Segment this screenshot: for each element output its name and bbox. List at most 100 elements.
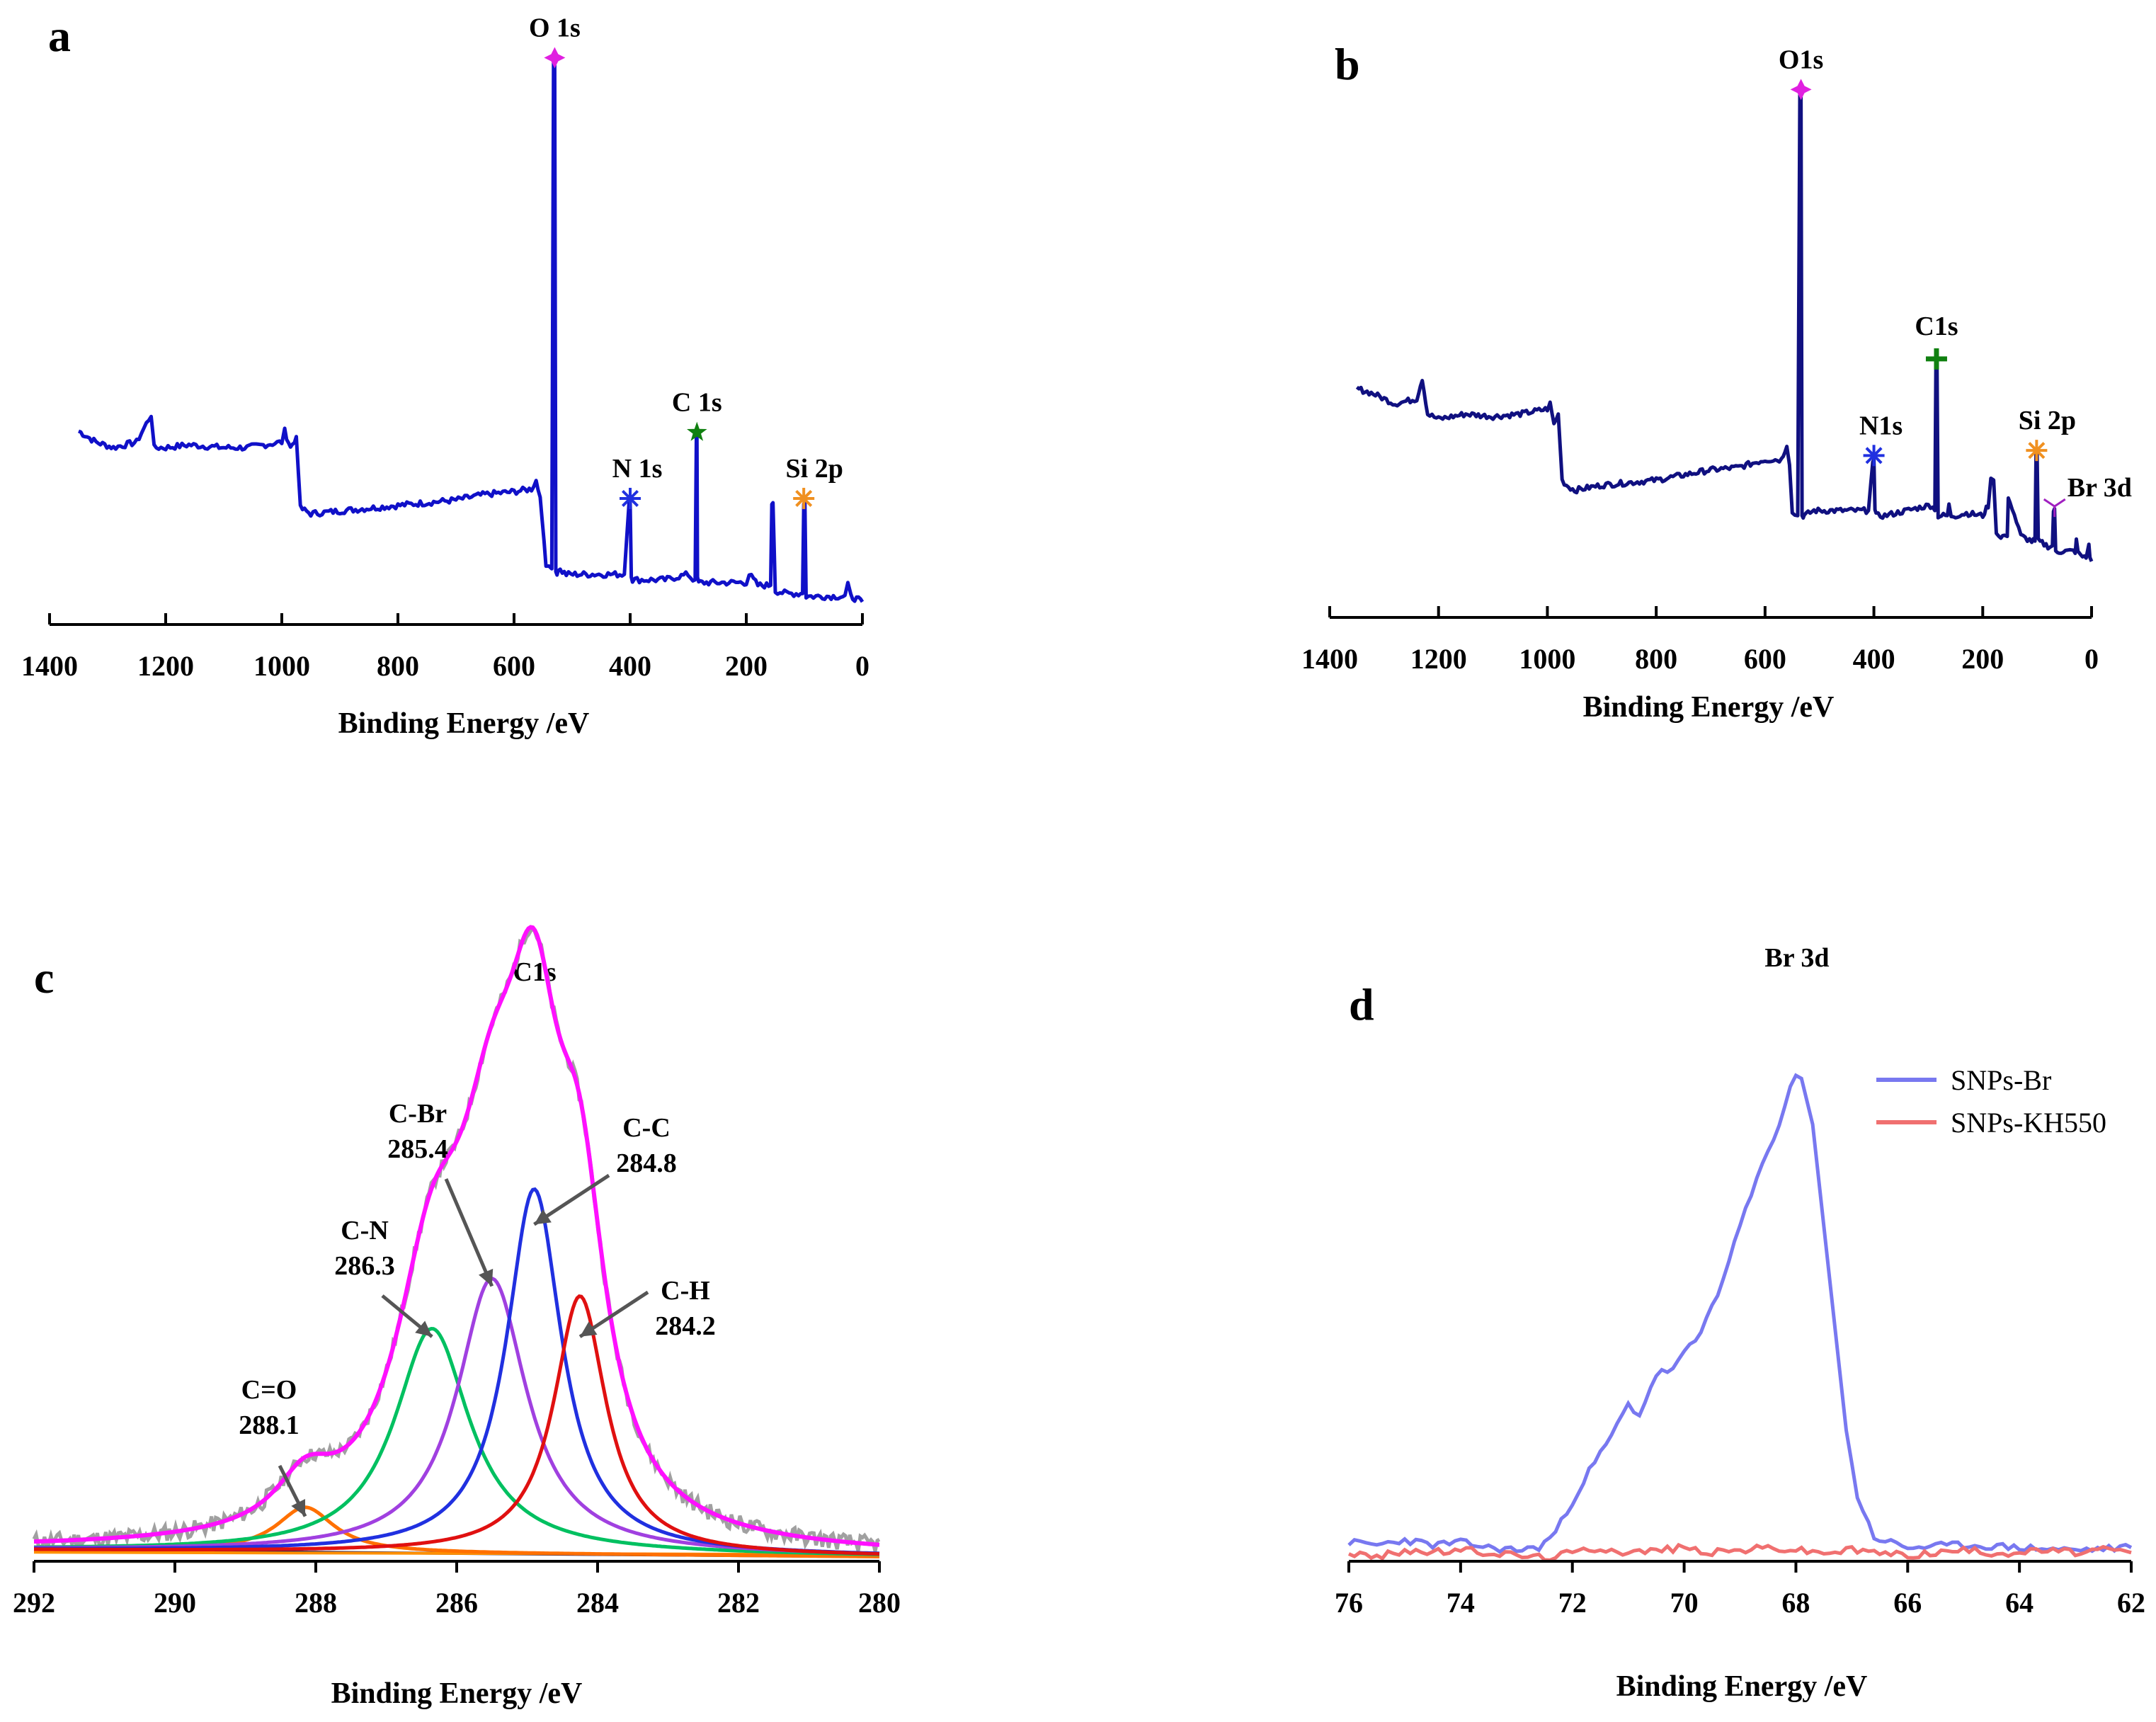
b-spectrum-line	[1355, 91, 2094, 562]
d-series-snps-kh550-line	[1347, 1542, 2132, 1562]
c-peak-label: C-C	[622, 1113, 671, 1143]
c-x-tick-label: 288	[295, 1587, 337, 1619]
c-peak-value: 284.8	[616, 1148, 677, 1178]
b-peak-marker-stroke	[1865, 447, 1883, 464]
a-peak-label: N 1s	[612, 454, 663, 484]
b-x-tick-label: 600	[1744, 643, 1786, 675]
a-x-tick-label: 400	[609, 650, 651, 682]
b-peak-marker-stroke	[2043, 498, 2055, 508]
b-peak-marker	[2043, 498, 2066, 518]
c-x-tick-label: 282	[717, 1587, 760, 1619]
panel-a-plot: 1400 1200 1000 800 600 400 200 0 O 1s N 1s C 1s Si …	[21, 13, 869, 682]
b-x-tick-label: 1400	[1301, 643, 1358, 675]
a-x-tick-label: 0	[855, 650, 869, 682]
d-x-tick-label: 66	[1893, 1587, 1922, 1619]
b-peak-label: Si 2p	[2019, 406, 2076, 435]
panel-c: c C1s 292 290 288 286 284 282 280C=O288.1C-N28…	[13, 925, 901, 1710]
d-x-tick-label: 68	[1781, 1587, 1810, 1619]
panel-b-letter: b	[1335, 39, 1360, 89]
panel-b-plot: 1400 1200 1000 800 600 400 200 0 O1s N1s C1s Si 2p B…	[1301, 45, 2132, 675]
a-x-tick-label: 600	[493, 650, 535, 682]
panel-b: b 1400 1200 1000 800 600 400 200 0 O1s N1s C1s Si 2…	[1301, 39, 2132, 724]
panel-a-letter: a	[48, 11, 71, 61]
a-x-tick-label: 1400	[21, 650, 78, 682]
b-peak-marker	[1925, 348, 1947, 370]
b-x-tick-label: 0	[2084, 643, 2099, 675]
panel-c-xlabel: Binding Energy /eV	[331, 1677, 583, 1710]
d-legend-label: SNPs-Br	[1951, 1064, 2051, 1096]
c-raw-data-line	[32, 925, 881, 1554]
panel-c-plot: 292 290 288 286 284 282 280 C=O 288.1 C-N 286.3 C-B…	[13, 925, 901, 1619]
c-x-tick-label: 290	[154, 1587, 196, 1619]
panel-d: d Br 3d 76 74 72 70 68 66 64 62 SNPs-Br SNPs-KH55…	[1335, 943, 2145, 1703]
c-x-tick-label: 284	[576, 1587, 619, 1619]
a-peak-marker	[620, 487, 641, 509]
c-component-c-n-line	[34, 1326, 880, 1556]
d-legend: SNPs-Br SNPs-KH550	[1876, 1064, 2106, 1139]
a-x-tick-label: 800	[377, 650, 419, 682]
c-arrow-head	[478, 1268, 494, 1287]
a-spectrum-line	[78, 59, 865, 603]
d-x-tick-label: 62	[2117, 1587, 2145, 1619]
a-x-tick-label: 200	[725, 650, 768, 682]
c-peak-value: 284.2	[655, 1311, 716, 1341]
panel-a: a 1400 1200 1000 800 600 400 200 0 O 1s N 1s C 1s S…	[21, 11, 869, 740]
d-series-snps-br-line	[1347, 1073, 2133, 1554]
c-peak-value: 285.4	[387, 1134, 448, 1164]
c-peak-value: 286.3	[334, 1251, 395, 1281]
b-x-tick-label: 400	[1853, 643, 1895, 675]
panel-c-letter: c	[34, 952, 54, 1003]
panel-d-xlabel: Binding Energy /eV	[1616, 1670, 1868, 1703]
d-x-tick-label: 70	[1670, 1587, 1699, 1619]
b-peak-label: O1s	[1779, 45, 1823, 74]
c-arrow-head	[291, 1498, 306, 1517]
a-peak-marker	[793, 487, 815, 509]
b-peak-label: C1s	[1915, 312, 1958, 341]
b-x-tick-label: 200	[1961, 643, 2004, 675]
panel-a-xlabel: Binding Energy /eV	[338, 707, 590, 740]
a-peak-marker	[687, 421, 707, 441]
a-peak-marker	[544, 47, 566, 69]
panel-d-peak-title: Br 3d	[1764, 943, 1829, 973]
d-legend-label: SNPs-KH550	[1951, 1107, 2106, 1139]
b-x-tick-label: 800	[1635, 643, 1677, 675]
d-x-tick-label: 64	[2005, 1587, 2034, 1619]
c-peak-value: 288.1	[239, 1410, 300, 1440]
b-peak-label: Br 3d	[2067, 473, 2132, 503]
c-peak-label: C-H	[661, 1276, 710, 1306]
a-x-tick-label: 1200	[137, 650, 194, 682]
c-x-tick-label: 286	[435, 1587, 478, 1619]
b-x-tick-label: 1200	[1410, 643, 1467, 675]
c-arrow-head	[580, 1321, 598, 1337]
c-envelope-line	[33, 925, 880, 1547]
b-peak-marker-stroke	[2053, 498, 2066, 508]
c-arrow-head	[415, 1321, 433, 1337]
c-component-c-c-line	[34, 1187, 880, 1556]
c-peak-label: C-N	[341, 1216, 389, 1245]
b-peak-marker	[2026, 440, 2048, 462]
d-x-tick-label: 72	[1558, 1587, 1587, 1619]
a-peak-label: C 1s	[672, 388, 722, 418]
c-arrow-line	[444, 1178, 494, 1287]
a-peak-label: O 1s	[529, 13, 581, 43]
panel-b-xlabel: Binding Energy /eV	[1583, 691, 1835, 724]
b-peak-label: N1s	[1859, 411, 1903, 440]
a-peak-marker-stroke	[621, 489, 639, 507]
b-peak-marker	[1790, 79, 1812, 101]
b-x-tick-label: 1000	[1519, 643, 1575, 675]
a-peak-marker-stroke	[795, 489, 813, 507]
b-peak-marker-stroke	[2028, 442, 2046, 460]
c-x-tick-label: 280	[858, 1587, 901, 1619]
c-component-c-br-line	[34, 1277, 880, 1556]
d-x-tick-label: 76	[1335, 1587, 1363, 1619]
a-peak-label: Si 2p	[786, 454, 843, 484]
d-x-tick-label: 74	[1447, 1587, 1475, 1619]
a-x-tick-label: 1000	[253, 650, 310, 682]
c-arrow-head	[534, 1209, 552, 1225]
c-x-tick-label: 292	[13, 1587, 55, 1619]
c-peak-label: C-Br	[389, 1099, 447, 1129]
c-peak-label: C=O	[241, 1375, 297, 1405]
b-peak-marker	[1863, 445, 1885, 467]
c-component-c-h-line	[34, 1294, 880, 1556]
